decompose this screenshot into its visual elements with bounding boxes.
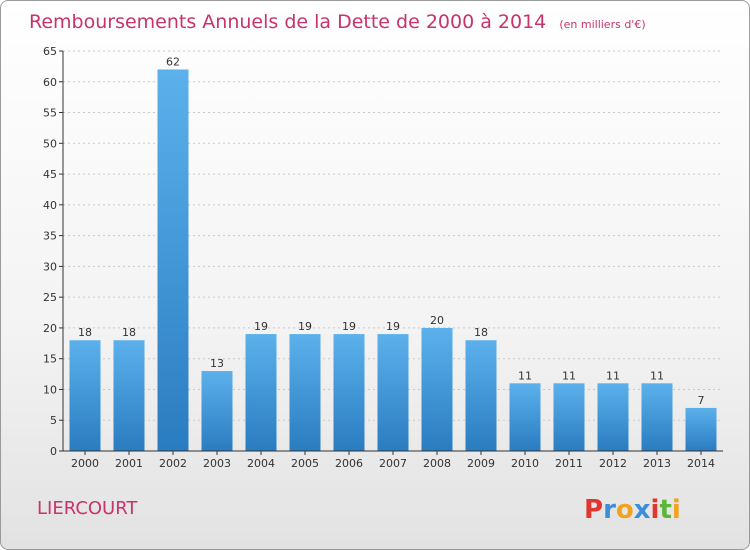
y-tick-label: 10 [43, 383, 57, 396]
logo-letter: o [616, 495, 634, 525]
x-tick-label: 2009 [467, 457, 495, 470]
data-label-2006: 19 [342, 320, 356, 333]
y-tick-label: 25 [43, 291, 57, 304]
bar-2012 [597, 383, 629, 451]
logo-letter: P [584, 495, 603, 525]
data-label-2008: 20 [430, 314, 444, 327]
bar-2011 [553, 383, 585, 451]
y-tick-label: 55 [43, 107, 57, 120]
data-label-2013: 11 [650, 369, 664, 382]
bar-2013 [641, 383, 673, 451]
chart-unit: (en milliers d'€) [559, 18, 645, 31]
logo-letter: t [659, 495, 671, 525]
bar-2010 [509, 383, 541, 451]
data-label-2004: 19 [254, 320, 268, 333]
bar-2009 [465, 340, 497, 451]
bar-2002 [157, 69, 189, 451]
bar-2000 [69, 340, 101, 451]
bar-2008 [421, 327, 453, 451]
y-tick-label: 50 [43, 137, 57, 150]
x-tick-label: 2005 [291, 457, 319, 470]
x-tick-label: 2001 [115, 457, 143, 470]
y-tick-label: 15 [43, 353, 57, 366]
data-label-2010: 11 [518, 369, 532, 382]
x-tick-label: 2012 [599, 457, 627, 470]
y-tick-label: 35 [43, 230, 57, 243]
bars: 18 18 62 13 19 19 19 19 20 18 11 11 11 11 7 [69, 55, 717, 451]
x-tick-label: 2011 [555, 457, 583, 470]
data-label-2009: 18 [474, 326, 488, 339]
x-tick-label: 2006 [335, 457, 363, 470]
x-tick-label: 2002 [159, 457, 187, 470]
commune-name: LIERCOURT [37, 498, 138, 519]
data-label-2012: 11 [606, 369, 620, 382]
y-tick-label: 40 [43, 199, 57, 212]
x-tick-label: 2004 [247, 457, 275, 470]
logo-letter: x [634, 495, 651, 525]
x-tick-label: 2014 [687, 457, 715, 470]
chart-title: Remboursements Annuels de la Dette de 20… [29, 11, 646, 33]
bar-2001 [113, 340, 145, 451]
y-tick-label: 20 [43, 322, 57, 335]
data-label-2000: 18 [78, 326, 92, 339]
y-tick-label: 0 [50, 445, 57, 458]
chart-title-text: Remboursements Annuels de la Dette de 20… [29, 11, 546, 33]
x-tick-label: 2008 [423, 457, 451, 470]
data-label-2014: 7 [698, 394, 705, 407]
bar-2006 [333, 334, 365, 451]
data-label-2007: 19 [386, 320, 400, 333]
bar-2004 [245, 334, 277, 451]
logo-letter: i [672, 495, 681, 525]
logo-letter: i [651, 495, 660, 525]
axes: 0 5 10 15 20 25 30 35 40 45 50 55 60 65 2000 2001 2002 20… [43, 45, 723, 470]
bar-2014 [685, 407, 717, 451]
x-tick-label: 2000 [71, 457, 99, 470]
y-tick-label: 45 [43, 168, 57, 181]
y-tick-label: 5 [50, 414, 57, 427]
y-tick-label: 30 [43, 260, 57, 273]
proxiti-logo: Proxiti [584, 495, 681, 525]
x-tick-label: 2003 [203, 457, 231, 470]
x-tick-label: 2013 [643, 457, 671, 470]
y-tick-label: 60 [43, 76, 57, 89]
x-tick-label: 2010 [511, 457, 539, 470]
data-label-2001: 18 [122, 326, 136, 339]
bar-2007 [377, 334, 409, 451]
x-tick-label: 2007 [379, 457, 407, 470]
data-label-2003: 13 [210, 357, 224, 370]
logo-letter: r [603, 495, 616, 525]
data-label-2002: 62 [166, 55, 180, 68]
bar-2005 [289, 334, 321, 451]
y-tick-label: 65 [43, 45, 57, 58]
bar-2003 [201, 371, 233, 451]
data-label-2005: 19 [298, 320, 312, 333]
data-label-2011: 11 [562, 369, 576, 382]
